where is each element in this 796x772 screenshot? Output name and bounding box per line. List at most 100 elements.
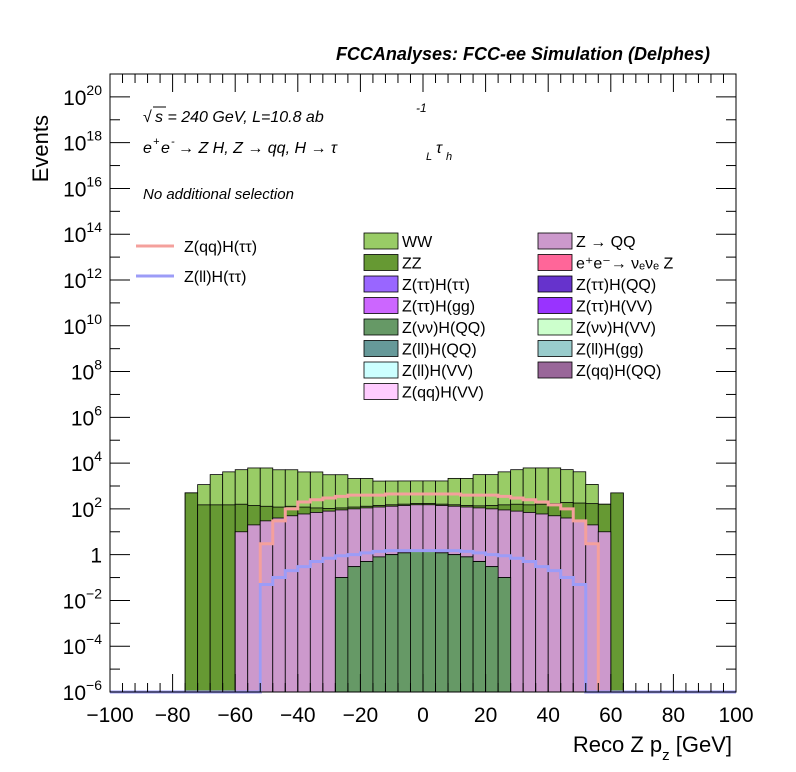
y-tick-base: 10 [63,133,86,156]
y-tick-base: 1 [90,545,102,568]
y-tick-label: 1010 [63,311,102,339]
legend-fill-label: Z(ττ)H(gg) [402,299,475,316]
y-tick-label: 106 [71,402,102,430]
y-tick-exponent: −6 [86,677,102,693]
x-tick-label: −60 [217,704,253,727]
bar-z-qq-39 [597,531,612,693]
x-axis-label: Reco Z pz [GeV] [573,732,732,764]
energy-exponent: -1 [416,101,427,115]
bar-z-h-qq--24 [410,550,424,693]
y-tick-base: 10 [63,270,86,293]
bar-z-h-qq--23 [397,552,411,693]
legend-fill-swatch [363,383,399,400]
bar-z-qq-15 [297,513,311,693]
legend-fill-label: Z(ττ)H(VV) [576,299,653,316]
annotation: √ s = 240 GeV, L=10.8 ab -1 e + e - → Z … [143,101,452,203]
legend-fill-label: Z(νν)H(QQ) [402,320,486,337]
x-tick-label: 60 [599,704,622,727]
y-tick-base: 10 [71,499,94,522]
x-tick-label: −20 [343,704,379,727]
x-tick-label: 80 [662,704,685,727]
legend-fill-label: Z(νν)H(VV) [576,320,656,337]
legend-fill-swatch [537,254,573,271]
bar-zz-9 [222,504,236,693]
legend-fill-label: ZZ [402,256,422,273]
y-tick-exponent: 12 [86,265,102,281]
process-e2: e [161,140,170,157]
y-tick-exponent: 10 [86,311,102,327]
legend-fill-swatch [363,275,399,293]
y-tick-label: 1012 [63,265,102,293]
legend-fill-label: Z(ll)H(VV) [402,363,473,380]
x-axis-label-sub: z [662,747,670,764]
y-tick-exponent: 6 [94,402,102,418]
bar-zz-8 [209,504,224,693]
legend-fill-swatch [537,297,573,314]
bar-z-h-qq--28 [460,556,474,693]
legend-fill-label: e⁺e⁻→ νₑνₑ Z [576,256,673,273]
y-tick-base: 10 [71,362,94,385]
y-tick-label: 108 [71,357,102,385]
legend-fill-label: Z(ll)H(gg) [576,342,644,359]
y-tick-label: 10−4 [63,631,103,659]
y-tick-exponent: −4 [86,631,102,647]
legend-line-label: Z(qq)H(ττ) [184,239,257,256]
y-tick-base: 10 [63,316,86,339]
y-tick-label: 1016 [63,173,102,201]
bar-z-qq-32 [510,510,524,693]
legend-fill-swatch [363,297,399,314]
energy-label: s = 240 GeV, L=10.8 ab [155,109,324,126]
process-tau2: τ [436,140,443,157]
legend-fill-swatch [537,232,573,250]
legend-fill-swatch [537,275,573,293]
legend-fill-swatch [363,318,399,336]
bar-z-qq-16 [309,512,324,693]
bar-z-h-qq--18 [334,577,349,693]
y-tick-base: 10 [63,178,86,201]
process-minus: - [171,136,175,148]
bar-z-qq-36 [560,517,574,693]
bar-zz-6 [184,492,199,693]
legend-fill-label: Z(ll)H(QQ) [402,342,477,359]
bar-z-qq-33 [522,512,537,693]
bar-z-h-qq--19 [347,566,361,693]
x-tick-label: 40 [537,704,560,727]
y-tick-exponent: 20 [86,82,102,98]
bar-z-h-qq--31 [497,577,512,693]
x-axis-label-unit: [GeV] [670,732,732,757]
y-tick-base: 10 [63,224,86,247]
process-e1: e [143,140,152,157]
legend-fill-swatch [363,254,399,271]
legend: Z(qq)H(ττ) Z(ll)H(ττ) WW Z → QQ ZZ e⁺e⁻→ νₑνₑ… [136,232,673,402]
bar-zz-7 [197,504,211,693]
y-axis-label: Events [28,115,53,182]
bar-z-h-qq--27 [447,554,461,693]
y-tick-base: 10 [63,590,86,613]
bar-z-qq-14 [284,515,299,693]
legend-fill-label: Z(ττ)H(ττ) [402,277,470,294]
y-tick-label: 104 [71,448,102,476]
y-tick-label: 1014 [63,219,102,247]
y-tick-exponent: 16 [86,173,102,189]
legend-fill-label: Z(qq)H(QQ) [576,363,661,380]
bar-z-qq-17 [322,510,336,693]
bar-z-h-qq--26 [435,552,449,693]
y-tick-label: 1020 [63,82,102,110]
x-axis-label-main: Reco Z p [573,732,662,757]
x-tick-label: −80 [155,704,191,727]
legend-fill-swatch [537,361,573,379]
legend-line-label: Z(ll)H(ττ) [184,269,246,286]
y-tick-base: 10 [71,407,94,430]
bar-z-qq-35 [547,515,562,693]
y-tick-label: 10−2 [63,585,103,613]
bar-z-qq-11 [247,524,261,693]
y-tick-exponent: 18 [86,128,102,144]
x-tick-label: 0 [417,704,429,727]
y-tick-label: 10−6 [63,677,103,705]
legend-fill-swatch [363,361,399,379]
energy-sqrt: √ [143,109,152,126]
y-tick-base: 10 [63,636,86,659]
bar-z-qq-37 [572,520,587,693]
bar-z-h-qq--30 [485,566,499,693]
